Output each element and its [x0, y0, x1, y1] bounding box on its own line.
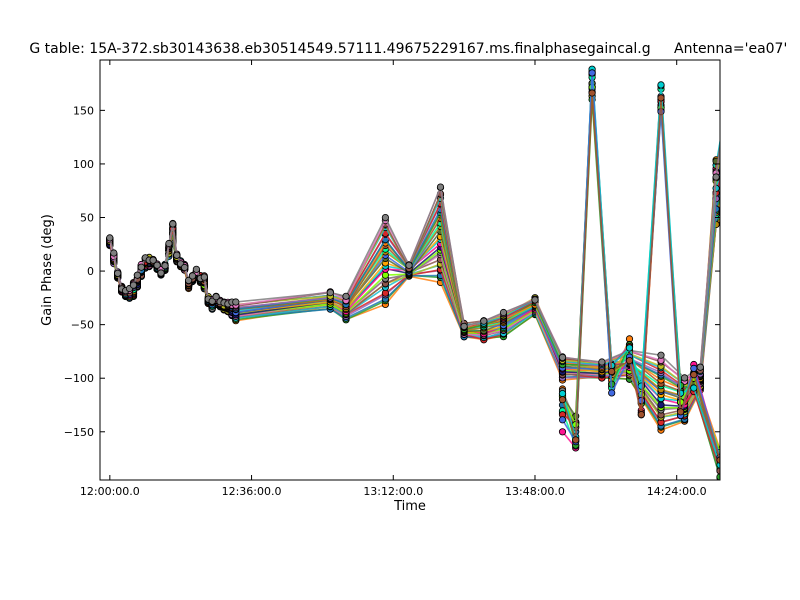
data-point — [712, 173, 720, 181]
data-point — [110, 249, 118, 257]
data-point — [696, 363, 704, 371]
data-point — [572, 436, 580, 444]
data-point — [558, 389, 567, 398]
data-point — [680, 374, 689, 382]
data-point — [200, 273, 208, 281]
data-point — [460, 322, 468, 330]
antenna-label: Antenna='ea07' — [674, 41, 787, 57]
data-point — [657, 351, 665, 359]
data-point — [558, 353, 567, 361]
data-point — [149, 256, 157, 264]
data-point — [153, 261, 161, 269]
data-point — [657, 401, 665, 409]
data-point — [342, 292, 350, 300]
data-point — [608, 367, 616, 376]
data-point — [657, 81, 665, 89]
series-group — [106, 65, 720, 480]
data-point — [137, 263, 145, 271]
data-point — [625, 344, 634, 352]
data-point — [381, 214, 389, 222]
data-point — [129, 281, 138, 289]
y-tick-label: 100 — [73, 158, 94, 171]
data-point — [212, 293, 220, 301]
x-tick-label: 13:12:00.0 — [363, 485, 423, 498]
data-point — [161, 262, 169, 270]
y-tick-label: 0 — [87, 265, 94, 278]
data-point — [188, 272, 197, 280]
y-tick-label: 50 — [80, 212, 94, 225]
data-point — [598, 358, 606, 366]
series-line-wrap-extra-13 — [561, 92, 720, 461]
axis-ticks: 12:00:00.0 12:36:00.0 13:12:00.0 13:48:00.0… — [64, 60, 720, 498]
data-point — [106, 234, 114, 242]
y-tick-label: 150 — [73, 104, 94, 117]
data-point — [181, 263, 189, 272]
y-tick-label: −150 — [64, 426, 94, 439]
y-tick-label: −100 — [64, 372, 94, 385]
data-point — [558, 396, 567, 404]
data-point — [608, 389, 616, 397]
data-point — [232, 298, 240, 306]
data-point — [326, 288, 334, 297]
y-axis-label: Gain Phase (deg) — [40, 214, 55, 326]
data-point — [480, 317, 488, 325]
data-point — [133, 271, 141, 279]
data-point — [185, 276, 193, 284]
data-point — [192, 265, 200, 273]
plot-area — [106, 65, 720, 480]
x-tick-label: 14:24:00.0 — [647, 485, 707, 498]
data-point — [637, 410, 645, 419]
data-point — [499, 308, 508, 317]
axes-frame — [99, 59, 721, 481]
x-tick-label: 12:00:00.0 — [80, 485, 140, 498]
x-tick-label: 12:36:00.0 — [222, 485, 282, 498]
data-point — [625, 356, 634, 365]
data-point — [165, 239, 173, 248]
data-point — [588, 69, 596, 77]
data-point — [208, 297, 216, 305]
data-point — [558, 428, 567, 436]
x-axis-label: Time — [393, 499, 426, 514]
data-point — [676, 408, 685, 416]
data-point — [173, 251, 181, 259]
y-tick-label: −50 — [71, 319, 94, 332]
data-point — [114, 269, 122, 277]
data-point — [157, 269, 165, 277]
data-point — [558, 416, 567, 424]
data-point — [169, 220, 177, 228]
data-point — [690, 371, 698, 379]
data-point — [690, 364, 698, 372]
x-tick-label: 13:48:00.0 — [505, 485, 565, 498]
data-point — [690, 384, 698, 392]
data-point — [405, 261, 413, 269]
data-point — [657, 94, 665, 102]
data-point — [436, 183, 445, 191]
data-point — [531, 296, 539, 304]
data-point — [588, 89, 596, 97]
chart-title: G table: 15A-372.sb30143638.eb30514549.5… — [29, 41, 650, 57]
